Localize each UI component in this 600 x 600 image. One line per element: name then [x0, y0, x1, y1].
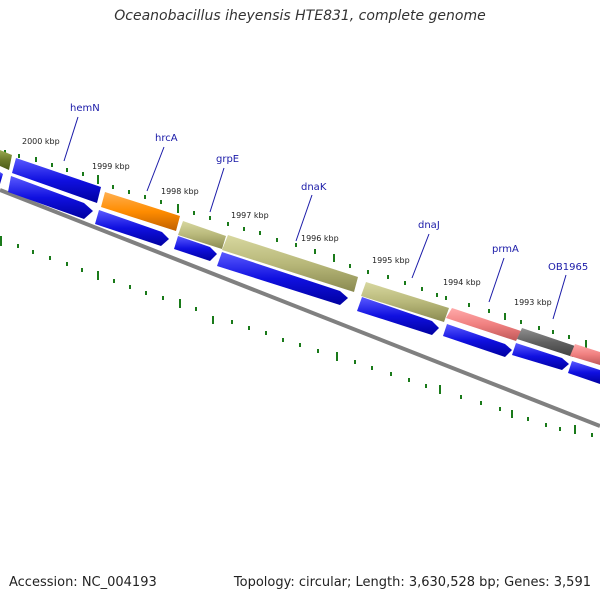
leader-line-hrcA: [146, 146, 165, 192]
gene-block-dnaK: [222, 235, 358, 292]
gene-label-hemN: hemN: [70, 103, 100, 114]
cds-arrow: [568, 361, 600, 384]
inner-tick-row: [0, 236, 593, 437]
cds-arrow: [174, 236, 217, 261]
cds-arrow: [8, 176, 93, 219]
genome-summary-text: Topology: circular; Length: 3,630,528 bp…: [233, 575, 591, 590]
gene-block-OB1965: [517, 328, 578, 357]
leader-line-dnaJ: [411, 233, 430, 279]
gene-label-dnaJ: dnaJ: [418, 220, 440, 231]
gene-block-olive-dark: [0, 150, 12, 170]
gene-label-OB1965: OB1965: [548, 262, 588, 273]
gene-block-grpE: [178, 221, 226, 249]
accession-text: Accession: NC_004193: [9, 575, 157, 590]
cds-arrow: [512, 343, 569, 370]
leader-line-dnaK: [295, 194, 313, 242]
genome-backbone: [0, 188, 600, 428]
gene-block-prmA: [446, 308, 521, 341]
leader-line-OB1965: [552, 274, 567, 320]
cds-arrow: [217, 252, 348, 305]
leader-line-grpE: [209, 167, 225, 213]
cds-arrow: [95, 210, 169, 246]
gene-label-grpE: grpE: [216, 154, 239, 165]
outer-tick-row: [4, 150, 587, 348]
gene-block-dnaJ: [361, 282, 449, 322]
leader-line-prmA: [488, 257, 505, 303]
gene-block-hrcA: [101, 192, 180, 231]
scale-label: 2000 kbp: [22, 137, 60, 146]
map-title: Oceanobacillus iheyensis HTE831, complet…: [114, 8, 486, 24]
scale-label: 1997 kbp: [231, 211, 269, 220]
scale-label: 1998 kbp: [161, 187, 199, 196]
cds-arrow: [443, 324, 512, 357]
scale-label: 1995 kbp: [372, 256, 410, 265]
gene-label-hrcA: hrcA: [155, 133, 178, 144]
gene-block-salmon-edge: [570, 344, 600, 365]
scale-label: 1999 kbp: [92, 162, 130, 171]
cds-arrow: [357, 297, 439, 335]
scale-label: 1996 kbp: [301, 234, 339, 243]
gene-label-prmA: prmA: [492, 244, 519, 255]
scale-label: 1994 kbp: [443, 278, 481, 287]
leader-line-hemN: [63, 116, 79, 162]
scale-label: 1993 kbp: [514, 298, 552, 307]
cds-arrow: [0, 172, 3, 184]
gene-block-hemN: [12, 158, 101, 203]
gene-label-dnaK: dnaK: [301, 182, 327, 193]
